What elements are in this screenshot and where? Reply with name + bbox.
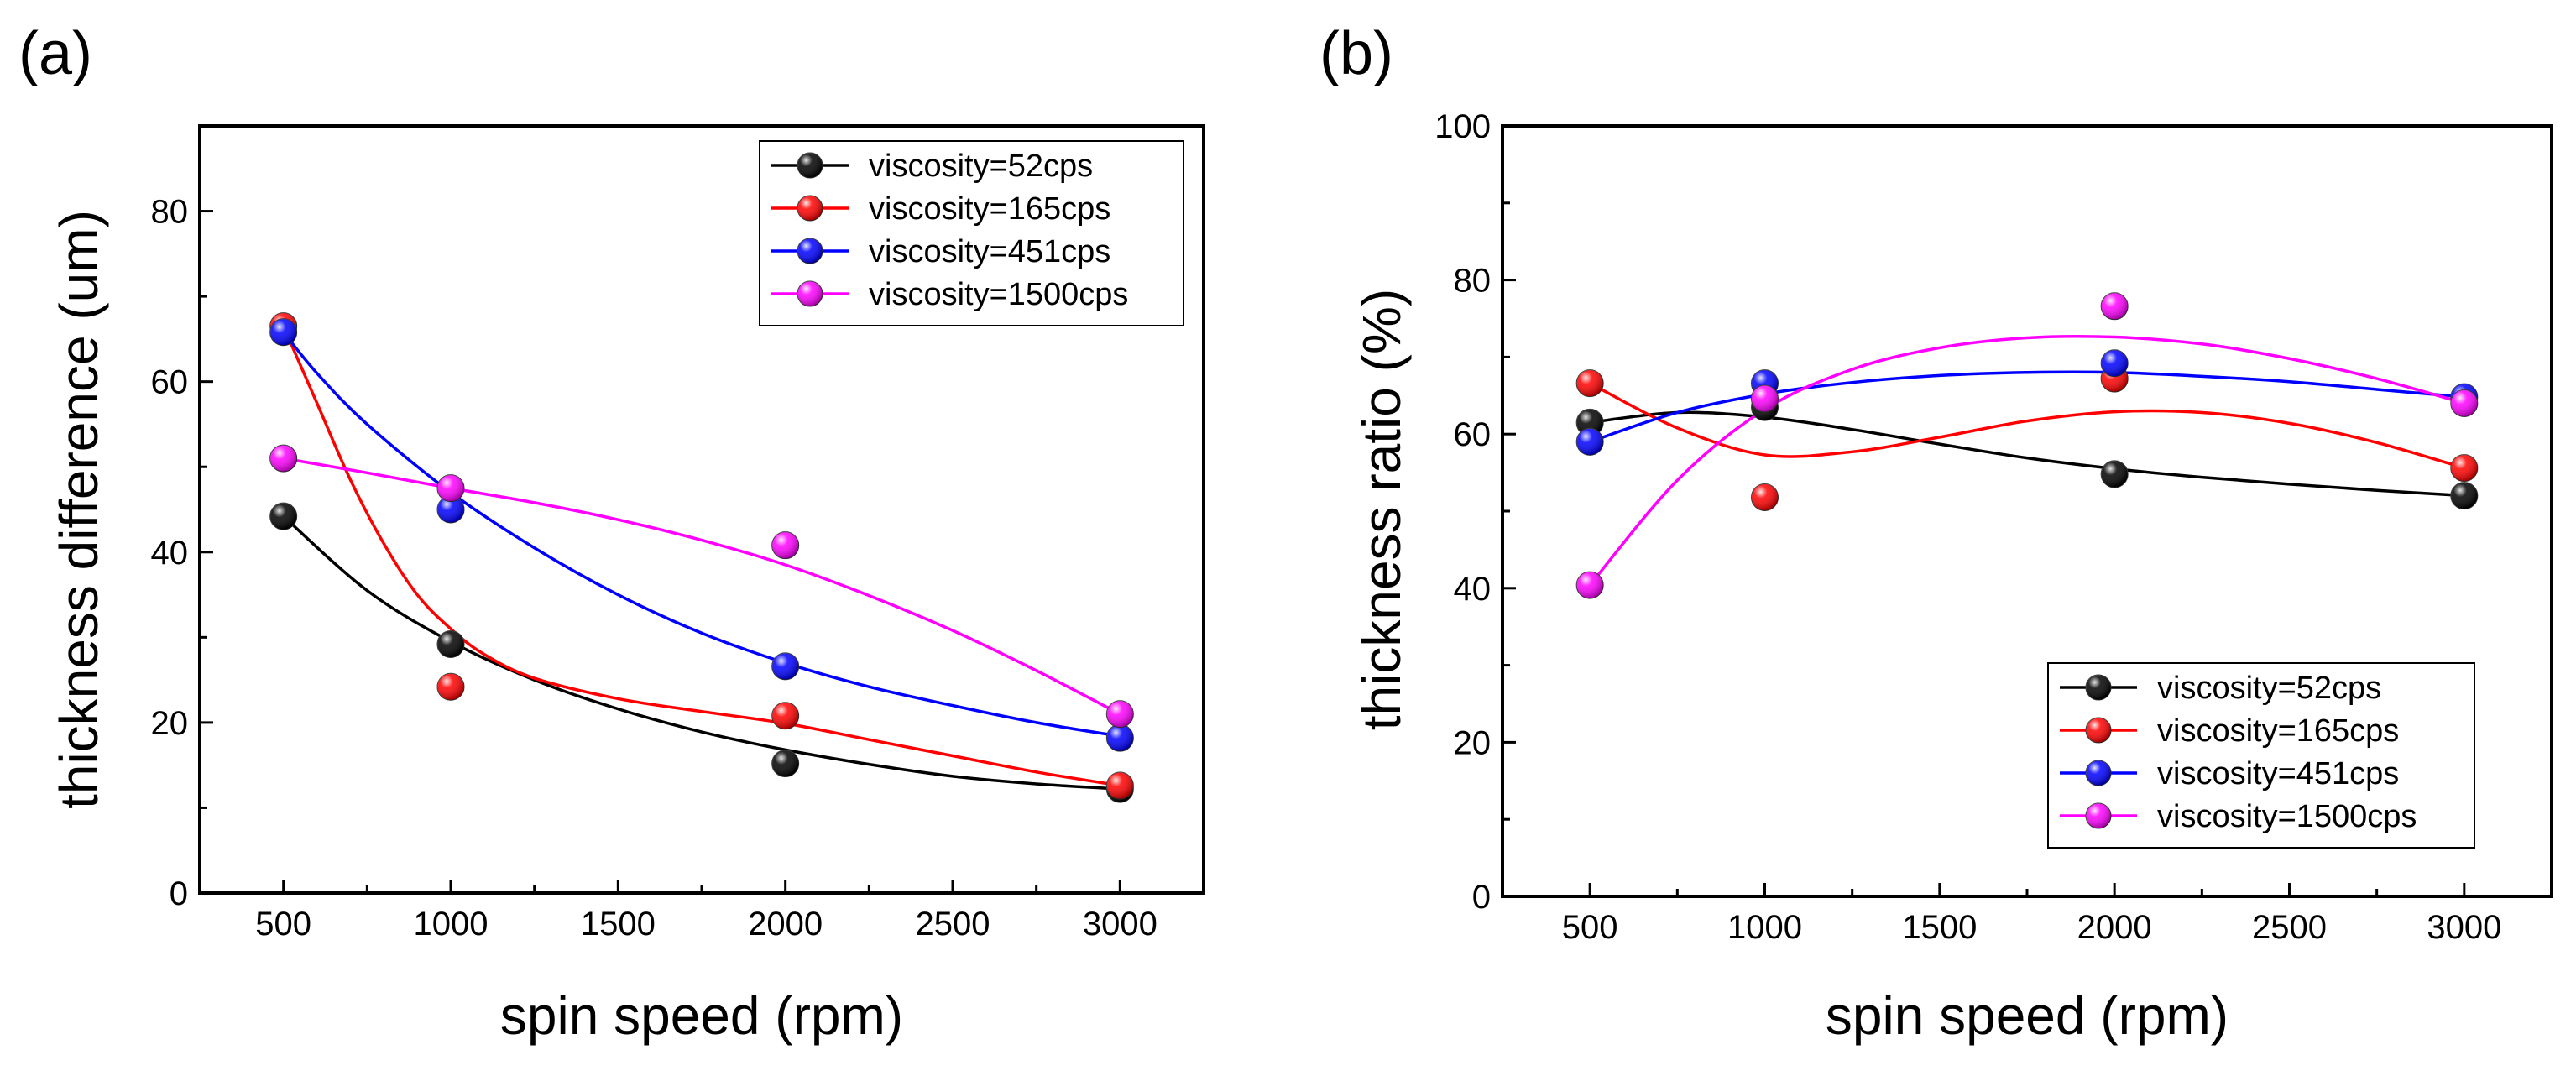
y-tick-label: 20 <box>151 705 189 742</box>
data-point-shading <box>1576 572 1604 599</box>
x-tick-label: 500 <box>1562 909 1618 946</box>
data-point-shading <box>2450 454 2478 482</box>
data-point-shading <box>437 630 464 658</box>
data-point-shading <box>1576 428 1604 456</box>
y-tick-label: 60 <box>1454 416 1492 453</box>
data-point-shading <box>1106 724 1134 752</box>
legend-label: viscosity=1500cps <box>869 277 1128 312</box>
legend-label: viscosity=451cps <box>2157 756 2399 791</box>
data-point-shading <box>437 496 464 523</box>
data-point-shading <box>269 503 297 530</box>
legend-label: viscosity=165cps <box>869 191 1110 227</box>
data-point-shading <box>2101 349 2129 377</box>
x-ticks-a: 500 1000 1500 2000 2500 3000 <box>255 880 1157 943</box>
data-point-shading <box>437 673 464 701</box>
fit-curve-viscosity-52cps <box>282 514 1121 791</box>
y-tick-label: 40 <box>1454 571 1492 608</box>
legend-label: viscosity=451cps <box>869 234 1110 269</box>
fit-curve-viscosity-165cps <box>282 325 1121 787</box>
y-tick-label: 0 <box>1472 879 1491 916</box>
data-point-shading <box>1751 384 1779 412</box>
fit-curve-viscosity-52cps <box>1589 410 2464 498</box>
data-point-shading <box>2101 460 2129 488</box>
data-point-shading <box>1576 369 1604 397</box>
y-ticks-b: 0 20 40 60 80 100 <box>1434 108 1516 916</box>
y-ticks-a: 0 20 40 60 80 <box>151 194 213 912</box>
panel-label-a: (a) <box>18 20 92 87</box>
y-tick-label: 80 <box>1454 263 1492 300</box>
fit-curve-viscosity-165cps <box>1589 382 2465 470</box>
fit-curve-viscosity-1500cps <box>1588 334 2465 587</box>
fit-curve-viscosity-1500cps <box>283 457 1121 716</box>
y-axis-title-b: thickness ratio (%) <box>1351 289 1412 730</box>
fit-curve-viscosity-451cps <box>282 331 1121 738</box>
markers-b <box>1575 292 2479 599</box>
y-tick-label: 40 <box>151 535 189 572</box>
data-point-shading <box>437 474 464 502</box>
x-ticks-b: 500 1000 1500 2000 2500 3000 <box>1562 883 2501 946</box>
legend-marker-shading <box>2086 675 2111 700</box>
data-point-shading <box>269 445 297 473</box>
data-point-shading <box>1106 772 1134 800</box>
legend-marker-shading <box>2086 803 2111 828</box>
fit-curves-a <box>282 325 1121 791</box>
legend-marker-shading <box>797 196 823 221</box>
x-tick-label: 2000 <box>748 906 823 943</box>
chart-a: 500 1000 1500 2000 2500 3000 0 20 40 60 80 spin s… <box>49 124 1205 1046</box>
x-tick-label: 3000 <box>1083 906 1157 943</box>
legend-marker-shading <box>797 153 823 178</box>
fit-curves-b <box>1588 334 2465 587</box>
legend-a: viscosity=52cps viscosity=165cps viscosity… <box>759 140 1184 326</box>
chart-b: 500 1000 1500 2000 2500 3000 0 20 40 60 80 100 spi… <box>1351 108 2553 1046</box>
x-tick-label: 1500 <box>581 906 656 943</box>
legend-b: viscosity=52cps viscosity=165cps viscosity… <box>2047 662 2475 849</box>
x-tick-label: 1500 <box>1902 909 1977 946</box>
legend-marker-shading <box>797 281 823 306</box>
data-point-shading <box>771 652 799 680</box>
x-tick-label: 2500 <box>2252 909 2327 946</box>
data-point-shading <box>771 750 799 777</box>
panel-label-b: (b) <box>1319 20 1393 87</box>
x-axis-title-a: spin speed (rpm) <box>500 985 903 1046</box>
data-point-shading <box>2450 482 2478 509</box>
y-axis-title-a: thickness difference (um) <box>49 210 109 809</box>
x-tick-label: 500 <box>255 906 311 943</box>
x-axis-title-b: spin speed (rpm) <box>1826 985 2229 1046</box>
y-tick-label: 20 <box>1454 724 1492 761</box>
legend-label: viscosity=1500cps <box>2157 799 2417 834</box>
y-tick-label: 0 <box>170 875 188 912</box>
fit-curve-viscosity-451cps <box>1589 370 2464 444</box>
data-point-shading <box>771 702 799 729</box>
data-point-shading <box>269 318 297 346</box>
y-tick-label: 100 <box>1434 108 1491 145</box>
data-point-shading <box>1576 409 1604 436</box>
x-tick-label: 3000 <box>2427 909 2501 946</box>
x-tick-label: 1000 <box>414 906 489 943</box>
x-tick-label: 2000 <box>2077 909 2152 946</box>
data-point-shading <box>771 531 799 559</box>
x-tick-label: 1000 <box>1727 909 1802 946</box>
legend-label: viscosity=52cps <box>2157 671 2381 706</box>
markers-a <box>269 312 1134 803</box>
legend-label: viscosity=52cps <box>869 149 1093 184</box>
y-tick-label: 80 <box>151 194 189 231</box>
legend-marker-shading <box>2086 760 2111 786</box>
legend-marker-shading <box>797 238 823 264</box>
legend-label: viscosity=165cps <box>2157 713 2399 749</box>
data-point-shading <box>2101 292 2129 320</box>
data-point-shading <box>2450 389 2478 417</box>
y-tick-label: 60 <box>151 364 189 401</box>
data-point-shading <box>1106 700 1134 728</box>
data-point-shading <box>1751 483 1779 511</box>
legend-marker-shading <box>2086 718 2111 743</box>
x-tick-label: 2500 <box>916 906 990 943</box>
